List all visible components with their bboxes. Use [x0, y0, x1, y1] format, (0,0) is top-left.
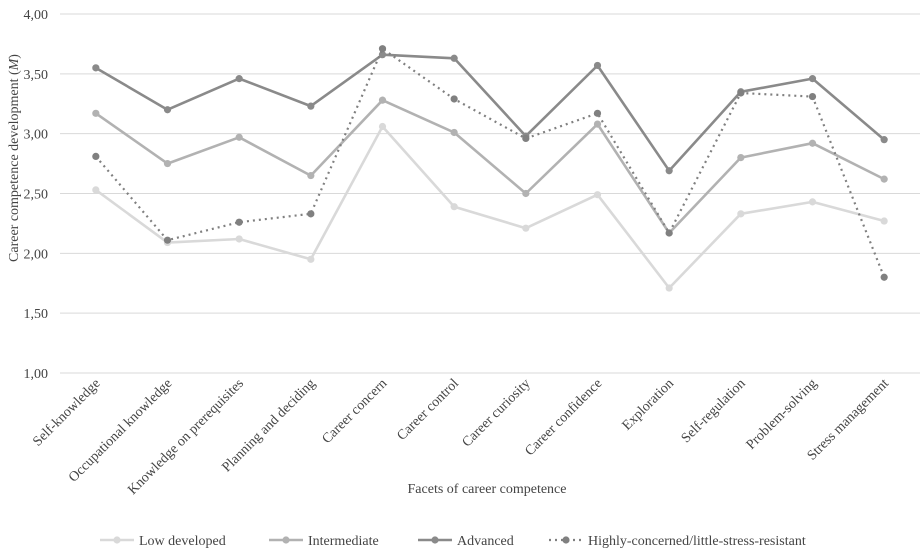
data-point	[880, 175, 888, 183]
x-tick-label: Exploration	[620, 376, 677, 433]
series-line	[95, 125, 885, 290]
legend-item: Highly-concerned/little-stress-resistant	[549, 534, 806, 549]
data-point	[92, 186, 100, 194]
data-point	[163, 236, 172, 244]
y-tick-label: 1,50	[24, 307, 49, 322]
data-point	[378, 96, 387, 104]
data-point	[522, 189, 530, 198]
data-point	[593, 109, 602, 117]
data-point	[307, 255, 315, 263]
y-tick-label: 2,50	[24, 188, 49, 203]
x-tick-label: Problem-solving	[744, 376, 821, 453]
data-point	[450, 128, 458, 137]
series-low-developed	[92, 122, 888, 292]
legend-swatch-marker	[113, 536, 121, 544]
data-point	[92, 109, 100, 117]
data-point	[450, 95, 458, 103]
data-point	[808, 92, 817, 101]
legend-label: Intermediate	[308, 534, 379, 549]
data-point	[92, 152, 100, 161]
data-point	[378, 122, 387, 131]
y-tick-label: 3,50	[24, 68, 49, 83]
y-tick-label: 3,00	[24, 128, 49, 143]
data-point	[522, 134, 530, 143]
legend-swatch-marker	[431, 536, 439, 544]
data-point	[92, 64, 100, 72]
data-point	[737, 89, 745, 97]
y-axis-tick-labels: 1,00 1,50 2,00 2,50 3,00 3,50 4,00	[24, 8, 49, 382]
series-advanced	[92, 51, 888, 175]
data-point	[450, 203, 458, 211]
data-point	[880, 273, 888, 281]
data-point	[522, 224, 530, 232]
x-tick-label: Career confidence	[522, 376, 605, 459]
series-line	[95, 53, 886, 173]
data-point	[737, 210, 745, 218]
x-tick-label: Career control	[394, 376, 462, 444]
data-point	[808, 75, 817, 83]
legend-swatch-marker	[562, 536, 570, 544]
series-highly-concerned-little-stress-resistant	[92, 45, 888, 281]
legend-item: Intermediate	[269, 534, 379, 549]
data-point	[235, 133, 243, 141]
data-point	[808, 139, 817, 147]
data-point	[808, 198, 817, 206]
legend-swatch-marker	[282, 536, 290, 544]
data-point	[307, 102, 315, 110]
data-point	[378, 51, 387, 59]
data-point	[450, 54, 458, 62]
series-line	[94, 47, 886, 278]
x-tick-label: Self-regulation	[679, 376, 749, 446]
data-point	[163, 159, 172, 168]
data-point	[378, 45, 387, 53]
data-point	[665, 167, 673, 175]
data-point	[307, 210, 315, 218]
gridlines	[60, 13, 920, 374]
x-tick-label: Career concern	[320, 376, 391, 447]
data-point	[737, 154, 745, 162]
data-point	[235, 235, 243, 243]
data-point	[880, 136, 888, 144]
data-point	[593, 61, 602, 70]
series-line	[95, 98, 885, 235]
legend-item: Low developed	[100, 534, 226, 549]
y-tick-label: 1,00	[24, 367, 49, 382]
legend-label: Low developed	[139, 534, 226, 549]
data-point	[235, 218, 243, 226]
x-tick-label: Knowledge on prerequisites	[125, 376, 247, 498]
data-point	[665, 229, 673, 237]
x-axis-label: Facets of career competence	[408, 482, 567, 497]
y-tick-label: 4,00	[24, 8, 49, 23]
y-tick-label: 2,00	[24, 247, 49, 262]
x-tick-label: Self-knowledge	[30, 376, 103, 449]
data-point	[307, 171, 315, 180]
legend-label: Advanced	[457, 534, 514, 549]
legend-item: Advanced	[418, 534, 514, 549]
y-axis-label: Career competence development (M)	[7, 54, 22, 262]
x-tick-label: Career curiosity	[460, 376, 534, 450]
data-point	[235, 75, 243, 83]
data-point	[593, 120, 602, 128]
data-point	[593, 191, 602, 199]
data-point	[880, 217, 888, 225]
legend-label: Highly-concerned/little-stress-resistant	[588, 534, 806, 549]
legend: Low developed Intermediate Advanced Highly-…	[100, 534, 806, 549]
data-point	[665, 284, 673, 292]
series-intermediate	[92, 96, 888, 237]
series-lines	[92, 45, 888, 292]
data-point	[163, 106, 172, 114]
